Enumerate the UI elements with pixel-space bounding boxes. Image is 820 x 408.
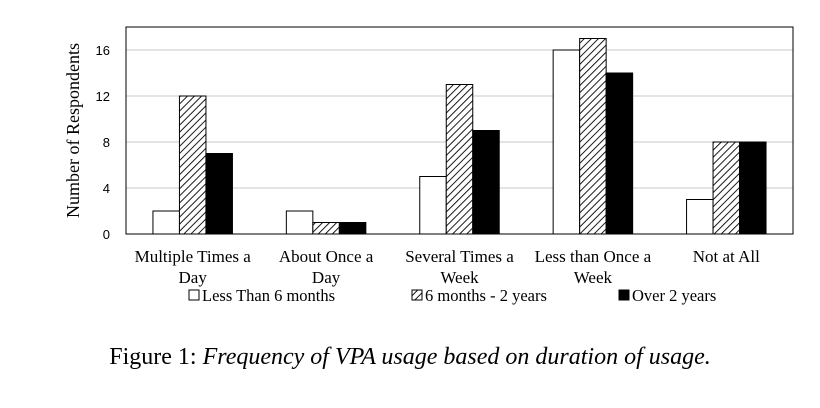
x-tick-label: Day: [179, 268, 208, 287]
x-tick-label: About Once a: [279, 247, 374, 266]
x-tick-label: Day: [312, 268, 341, 287]
bar: [552, 49, 581, 235]
x-tick-label: Multiple Times a: [135, 247, 252, 266]
x-tick-label: Week: [574, 268, 613, 287]
plot-frame: [125, 26, 794, 235]
bar: [579, 38, 607, 235]
legend-label: Over 2 years: [632, 286, 716, 305]
bar: [686, 199, 714, 235]
legend: Less Than 6 months 6 months - 2 years Over…: [188, 286, 716, 305]
y-tick-label: 4: [103, 181, 110, 196]
legend-swatch: [618, 289, 630, 301]
caption-prefix: Figure 1:: [109, 344, 203, 370]
bars: [152, 38, 767, 235]
legend-label: 6 months - 2 years: [425, 286, 547, 305]
bar: [445, 84, 474, 235]
figure-caption: Figure 1: Frequency of VPA usage based o…: [0, 344, 820, 371]
bar: [472, 130, 500, 235]
y-tick-label: 16: [96, 43, 110, 58]
axes: [125, 26, 794, 235]
legend-label: Less Than 6 months: [202, 286, 335, 305]
x-tick-label: Not at All: [693, 247, 760, 266]
bar: [338, 222, 367, 235]
bar: [712, 141, 741, 235]
bar: [312, 222, 340, 235]
bar: [205, 153, 233, 235]
bar: [178, 95, 207, 235]
tick-labels: 0 4 8 12 16 Multiple Times a Day About Once a Da…: [96, 43, 761, 287]
bar: [739, 141, 767, 235]
y-tick-label: 8: [103, 135, 110, 150]
legend-swatch: [188, 289, 200, 301]
caption-text: Frequency of VPA usage based on duration…: [202, 344, 711, 370]
bar: [285, 210, 314, 235]
bar: [419, 176, 447, 235]
y-axis-title: Number of Respondents: [63, 43, 83, 218]
x-tick-label: Several Times a: [405, 247, 514, 266]
y-tick-label: 12: [96, 89, 110, 104]
bar: [605, 72, 634, 235]
x-tick-label: Less than Once a: [535, 247, 652, 266]
legend-swatch: [411, 289, 423, 301]
y-tick-label: 0: [103, 227, 110, 242]
x-tick-label: Week: [440, 268, 479, 287]
bar: [152, 210, 180, 235]
